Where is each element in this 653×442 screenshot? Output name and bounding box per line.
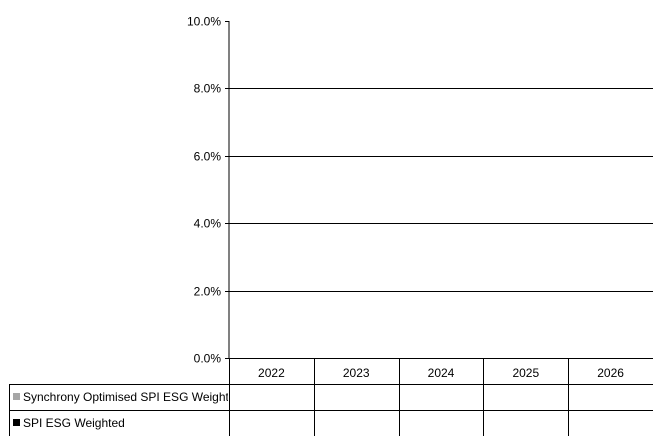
y-tick-label: 8.0% xyxy=(194,82,222,96)
y-axis: 0.0% 2.0% 4.0% 6.0% 8.0% 10.0% xyxy=(187,15,230,366)
x-category-label: 2024 xyxy=(428,366,455,380)
y-tick-label: 6.0% xyxy=(194,150,222,164)
legend-series-name: SPI ESG Weighted xyxy=(23,416,125,430)
x-category-label: 2026 xyxy=(597,366,624,380)
y-tick-label: 10.0% xyxy=(187,15,221,29)
data-table: 2022 2023 2024 2025 2026 Synchrony Optimised … xyxy=(9,358,653,436)
legend-series-name: Synchrony Optimised SPI ESG Weighted - I xyxy=(23,390,256,404)
legend-swatch xyxy=(13,419,20,426)
y-tick-label: 4.0% xyxy=(194,217,222,231)
x-category-label: 2022 xyxy=(258,366,285,380)
x-category-label: 2023 xyxy=(343,366,370,380)
legend-swatch xyxy=(13,393,20,400)
gridlines xyxy=(229,88,653,292)
y-tick-label: 2.0% xyxy=(194,285,222,299)
x-category-label: 2025 xyxy=(512,366,539,380)
y-tick-label: 0.0% xyxy=(194,352,222,366)
